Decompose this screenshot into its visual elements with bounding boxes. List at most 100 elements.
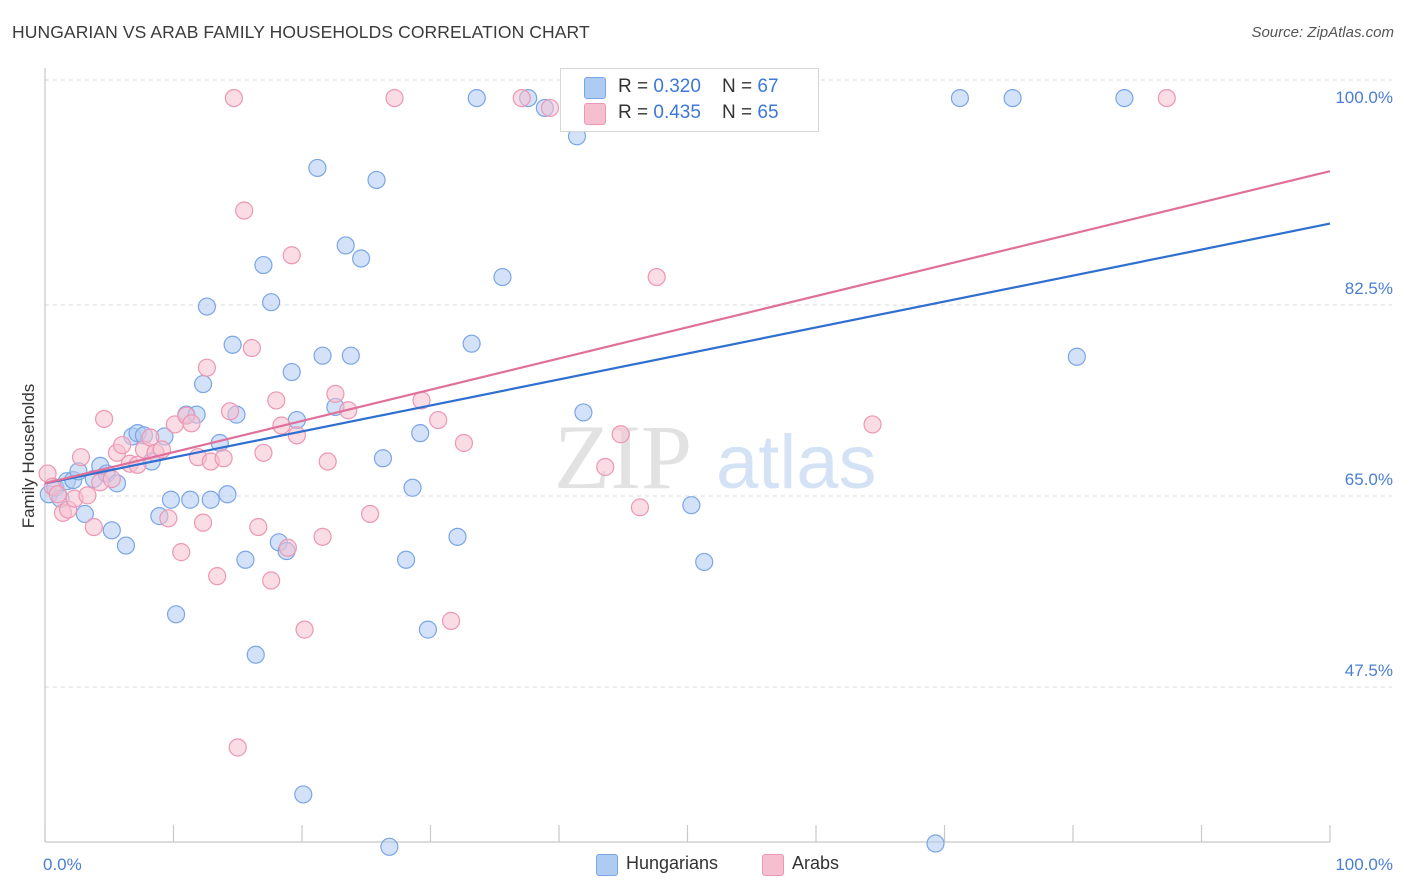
data-points <box>38 88 1176 856</box>
point-arabs-58 <box>611 425 630 444</box>
point-arabs-54 <box>454 433 474 453</box>
point-arabs-60 <box>647 267 666 287</box>
point-arabs-29 <box>208 567 227 586</box>
tick-labels: 47.5% 65.0% 82.5% 100.0% 0.0% 100.0% <box>43 88 1393 874</box>
point-arabs-27 <box>197 358 217 377</box>
point-arabs-11 <box>102 469 121 489</box>
source-label: Source: ZipAtlas.com <box>1251 24 1394 41</box>
point-hungarians-31 <box>236 550 255 569</box>
point-hungarians-51 <box>411 424 430 443</box>
bottom-legend-label-arabs: Arabs <box>792 853 840 873</box>
point-hungarians-53 <box>448 527 467 546</box>
point-arabs-7 <box>78 486 97 505</box>
trend-line-arabs <box>44 170 1331 485</box>
axes <box>44 68 1331 843</box>
point-hungarians-64 <box>950 88 970 108</box>
point-arabs-36 <box>249 517 268 537</box>
point-arabs-32 <box>224 88 243 108</box>
point-hungarians-60 <box>574 403 593 422</box>
point-arabs-6 <box>71 448 91 467</box>
y-tick-label-3: 100.0% <box>1335 88 1393 107</box>
watermark: ZIP atlas <box>554 406 877 508</box>
watermark-zip: ZIP <box>554 406 692 508</box>
point-hungarians-40 <box>308 158 327 178</box>
point-hungarians-55 <box>467 88 486 108</box>
point-arabs-53 <box>441 611 461 630</box>
point-hungarians-45 <box>352 249 371 268</box>
legend-r-arabs: 0.435 <box>653 102 701 123</box>
point-arabs-33 <box>228 738 247 757</box>
gridlines <box>45 79 1392 688</box>
point-arabs-13 <box>112 436 132 455</box>
point-hungarians-20 <box>166 605 186 624</box>
legend-r-hungarians: 0.320 <box>653 76 701 97</box>
legend-text-arabs: R = 0.435 N = 65 <box>618 102 779 123</box>
legend-swatch-hungarians <box>584 77 606 99</box>
point-arabs-34 <box>235 201 254 220</box>
point-arabs-2 <box>48 485 67 504</box>
y-tick-label-2: 82.5% <box>1345 279 1393 298</box>
point-arabs-10 <box>95 409 114 429</box>
point-hungarians-25 <box>197 297 217 316</box>
point-arabs-30 <box>214 449 233 468</box>
legend-swatch-arabs <box>584 103 606 125</box>
point-hungarians-28 <box>218 485 237 504</box>
point-hungarians-56 <box>493 267 512 287</box>
point-hungarians-12 <box>116 536 136 555</box>
point-hungarians-61 <box>682 496 701 515</box>
point-hungarians-37 <box>282 362 301 382</box>
legend-text-hungarians: R = 0.320 N = 67 <box>618 76 779 97</box>
legend-n-hungarians: 67 <box>757 76 779 97</box>
point-hungarians-67 <box>1115 88 1134 108</box>
point-arabs-42 <box>282 246 301 265</box>
point-arabs-8 <box>84 517 103 537</box>
point-hungarians-49 <box>396 550 416 569</box>
point-arabs-35 <box>242 338 261 358</box>
point-hungarians-54 <box>462 334 481 353</box>
point-arabs-20 <box>159 509 178 528</box>
point-arabs-62 <box>863 415 882 434</box>
point-arabs-56 <box>540 98 560 118</box>
point-arabs-50 <box>385 88 404 108</box>
x-tick-label-0: 0.0% <box>43 855 82 874</box>
point-arabs-22 <box>172 543 191 562</box>
point-arabs-41 <box>278 538 297 557</box>
point-hungarians-43 <box>336 236 355 255</box>
point-arabs-55 <box>512 88 531 108</box>
point-arabs-46 <box>318 452 337 471</box>
point-hungarians-65 <box>1003 88 1022 108</box>
point-hungarians-62 <box>695 552 714 572</box>
point-hungarians-48 <box>380 837 399 856</box>
point-arabs-26 <box>193 513 213 532</box>
point-hungarians-24 <box>193 374 213 394</box>
point-arabs-59 <box>630 498 650 517</box>
point-hungarians-34 <box>262 293 281 312</box>
point-hungarians-52 <box>418 620 438 639</box>
point-hungarians-41 <box>313 346 332 365</box>
point-arabs-43 <box>287 426 306 445</box>
point-arabs-24 <box>182 414 201 433</box>
point-arabs-57 <box>596 457 615 477</box>
point-hungarians-10 <box>102 521 121 540</box>
point-arabs-45 <box>313 527 332 546</box>
point-hungarians-66 <box>1067 347 1086 366</box>
point-hungarians-50 <box>403 478 422 497</box>
chart-title: HUNGARIAN VS ARAB FAMILY HOUSEHOLDS CORR… <box>12 22 590 42</box>
point-hungarians-39 <box>294 785 313 804</box>
point-hungarians-46 <box>367 170 386 190</box>
bottom-legend-swatch-hungarians <box>596 854 618 876</box>
trend-line-hungarians <box>44 222 1331 485</box>
bottom-legend-swatch-arabs <box>762 854 784 876</box>
correlation-legend: R = 0.320 N = 67 R = 0.435 N = 65 <box>560 68 819 132</box>
bottom-legend-label-hungarians: Hungarians <box>626 853 719 873</box>
point-hungarians-6 <box>75 504 94 524</box>
point-hungarians-22 <box>181 490 200 509</box>
point-arabs-38 <box>262 571 281 590</box>
point-hungarians-32 <box>246 645 265 664</box>
y-tick-label-1: 65.0% <box>1345 470 1393 489</box>
point-hungarians-44 <box>341 346 360 365</box>
point-arabs-47 <box>326 384 345 403</box>
x-tick-label-1: 100.0% <box>1335 855 1393 874</box>
point-hungarians-47 <box>373 449 393 468</box>
